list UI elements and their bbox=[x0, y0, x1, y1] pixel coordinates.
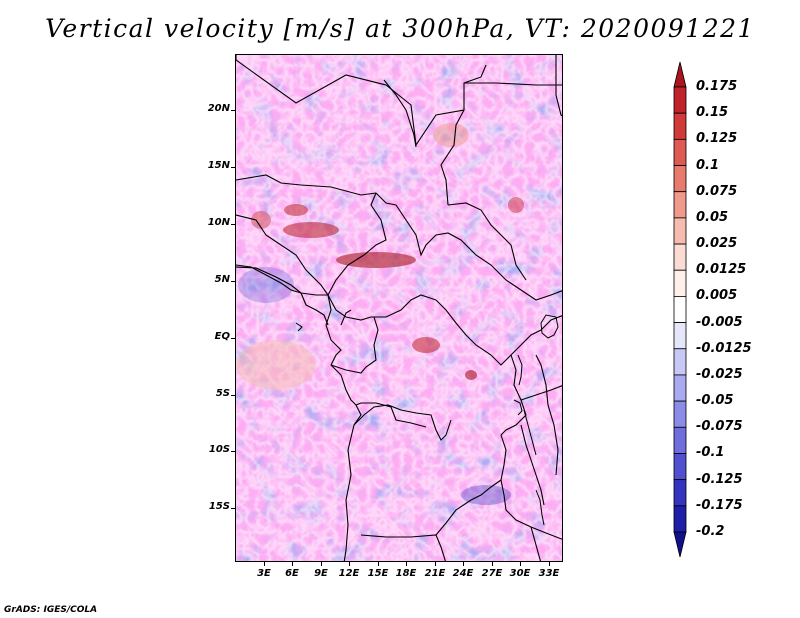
colorbar-swatch bbox=[673, 322, 687, 350]
lat-label-10n: 10N bbox=[207, 217, 230, 228]
lon-tick bbox=[463, 562, 464, 566]
lon-label-3e: 3E bbox=[257, 568, 271, 579]
lon-tick bbox=[378, 562, 379, 566]
lon-label-9e: 9E bbox=[314, 568, 328, 579]
colorbar-label: 0.005 bbox=[696, 288, 738, 304]
lat-tick bbox=[231, 338, 235, 339]
lon-label-24e: 24E bbox=[452, 568, 474, 579]
colorbar-swatch bbox=[673, 243, 687, 271]
colorbar-swatch bbox=[673, 296, 687, 323]
colorbar bbox=[673, 61, 687, 558]
colorbar-swatch bbox=[673, 86, 687, 114]
lon-tick bbox=[435, 562, 436, 566]
lat-label-eq: EQ bbox=[214, 331, 230, 342]
lon-tick bbox=[520, 562, 521, 566]
lon-label-18e: 18E bbox=[395, 568, 417, 579]
colorbar-swatch bbox=[673, 400, 687, 428]
colorbar-swatch bbox=[673, 112, 687, 140]
lat-tick bbox=[231, 451, 235, 452]
velocity-field bbox=[236, 55, 562, 561]
colorbar-swatch bbox=[673, 374, 687, 402]
colorbar-label: 0.125 bbox=[696, 131, 738, 147]
colorbar-swatch bbox=[673, 217, 687, 245]
colorbar-swatch bbox=[673, 61, 687, 88]
lat-tick bbox=[231, 508, 235, 509]
lon-label-15e: 15E bbox=[367, 568, 389, 579]
lat-label-20n: 20N bbox=[207, 103, 230, 114]
colorbar-swatch bbox=[673, 348, 687, 376]
map-plot-area bbox=[235, 54, 563, 562]
lon-tick bbox=[492, 562, 493, 566]
colorbar-swatch bbox=[673, 426, 687, 454]
colorbar-label: 0.075 bbox=[696, 183, 738, 199]
colorbar-label: -0.075 bbox=[696, 419, 743, 435]
colorbar-label: -0.175 bbox=[696, 497, 743, 513]
lon-tick bbox=[321, 562, 322, 566]
lat-tick bbox=[231, 224, 235, 225]
lon-label-27e: 27E bbox=[481, 568, 503, 579]
lon-label-12e: 12E bbox=[338, 568, 360, 579]
colorbar-swatch bbox=[673, 531, 687, 558]
colorbar-swatch bbox=[673, 191, 687, 219]
lat-tick bbox=[231, 395, 235, 396]
colorbar-label: -0.05 bbox=[696, 393, 734, 409]
map-title: Vertical velocity [m/s] at 300hPa, VT: 2… bbox=[45, 14, 755, 43]
colorbar-label: 0.175 bbox=[696, 79, 738, 94]
lat-tick bbox=[231, 281, 235, 282]
lat-label-10s: 10S bbox=[208, 444, 230, 455]
coastline bbox=[236, 266, 329, 326]
lon-tick bbox=[349, 562, 350, 566]
lat-label-15s: 15S bbox=[208, 501, 230, 512]
lat-label-5n: 5N bbox=[214, 274, 230, 285]
colorbar-swatch bbox=[673, 269, 687, 297]
lat-label-5s: 5S bbox=[215, 388, 230, 399]
lon-tick bbox=[292, 562, 293, 566]
colorbar-swatch bbox=[673, 165, 687, 193]
colorbar-label: -0.0125 bbox=[696, 340, 752, 356]
colorbar-label: -0.125 bbox=[696, 471, 743, 487]
lon-label-30e: 30E bbox=[509, 568, 531, 579]
lon-label-6e: 6E bbox=[285, 568, 299, 579]
colorbar-label: 0.0125 bbox=[696, 262, 747, 278]
lon-tick bbox=[264, 562, 265, 566]
colorbar-label: -0.2 bbox=[696, 524, 725, 539]
lon-tick bbox=[406, 562, 407, 566]
colorbar-label: 0.15 bbox=[696, 105, 729, 121]
colorbar-swatch bbox=[673, 138, 687, 166]
lon-label-33e: 33E bbox=[538, 568, 560, 579]
grads-credit: GrADS: IGES/COLA bbox=[4, 605, 98, 615]
colorbar-label: -0.1 bbox=[696, 445, 725, 461]
colorbar-label: 0.025 bbox=[696, 236, 738, 252]
colorbar-swatch bbox=[673, 479, 687, 507]
colorbar-label: 0.05 bbox=[696, 209, 729, 225]
lon-label-21e: 21E bbox=[424, 568, 446, 579]
lon-tick bbox=[549, 562, 550, 566]
colorbar-label: 0.1 bbox=[696, 157, 720, 173]
colorbar-label: -0.025 bbox=[696, 366, 743, 382]
colorbar-label: -0.005 bbox=[696, 314, 743, 330]
country-borders bbox=[236, 55, 562, 561]
strong-ascent-patches bbox=[236, 123, 524, 505]
lakes bbox=[295, 314, 559, 526]
lat-tick bbox=[231, 110, 235, 111]
lat-tick bbox=[231, 167, 235, 168]
colorbar-swatch bbox=[673, 505, 687, 533]
lat-label-15n: 15N bbox=[207, 160, 230, 171]
colorbar-swatch bbox=[673, 453, 687, 481]
